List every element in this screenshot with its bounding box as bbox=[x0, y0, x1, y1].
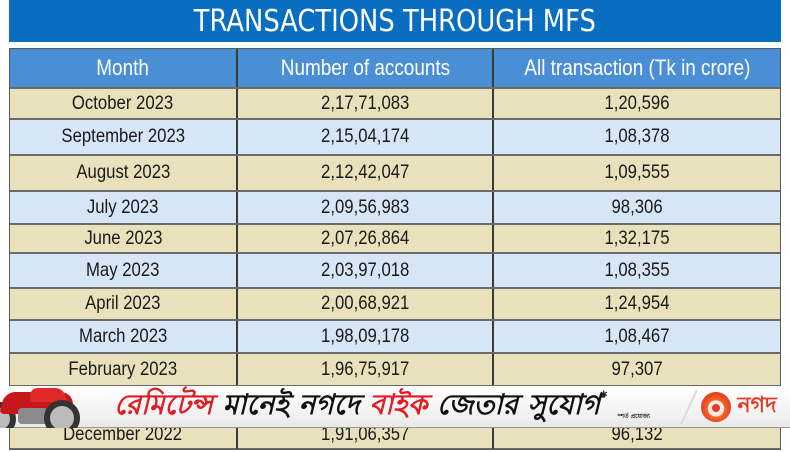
cell-month: April 2023 bbox=[10, 289, 238, 319]
cell-accounts: 2,09,56,983 bbox=[238, 192, 494, 223]
cell-transactions: 96,132 bbox=[611, 424, 663, 445]
table-row: September 2023 2,15,04,174 1,08,378 bbox=[10, 120, 780, 156]
cell-transactions: 1,08,378 bbox=[604, 126, 670, 147]
table-header-row: Month Number of accounts All transaction… bbox=[10, 49, 780, 89]
table-row: March 2023 1,98,09,178 1,08,467 bbox=[10, 321, 780, 354]
cell-accounts: 2,03,97,018 bbox=[238, 254, 494, 287]
table-row: April 2023 2,00,68,921 1,24,954 bbox=[10, 289, 780, 321]
table-row: October 2023 2,17,71,083 1,20,596 bbox=[10, 89, 780, 120]
chevron-divider-icon bbox=[662, 389, 698, 424]
ad-headline: রেমিটেন্স মানেই নগদে বাইক জেতার সুযোগ * … bbox=[90, 383, 660, 430]
cell-accounts: 2,12,42,047 bbox=[238, 156, 494, 190]
cell-transactions: 1,24,954 bbox=[604, 293, 670, 314]
header-accounts: Number of accounts bbox=[238, 49, 494, 87]
cell-transactions: 1,32,175 bbox=[604, 227, 670, 249]
cell-transactions: 1,08,355 bbox=[604, 259, 670, 281]
cell-accounts: 1,91,06,357 bbox=[238, 421, 494, 449]
nagad-brand: নগদ bbox=[660, 386, 790, 428]
cell-accounts: 2,15,04,174 bbox=[238, 120, 494, 154]
cell-transactions: 1,08,467 bbox=[604, 325, 670, 347]
table-row: May 2023 2,03,97,018 1,08,355 bbox=[10, 254, 780, 289]
cell-month: August 2023 bbox=[10, 156, 238, 190]
cell-accounts: 1,96,75,917 bbox=[238, 354, 494, 385]
cell-month: June 2023 bbox=[10, 225, 238, 252]
nagad-logo-icon bbox=[701, 391, 732, 422]
cell-transactions: 1,09,555 bbox=[604, 162, 670, 183]
cell-month: July 2023 bbox=[10, 192, 238, 223]
cell-accounts: 2,17,71,083 bbox=[238, 89, 494, 118]
header-transactions: All transaction (Tk in crore) bbox=[523, 55, 751, 80]
ad-fine-print: *শর্ত প্রযোজ্য bbox=[617, 413, 650, 420]
table-title-text: TRANSACTIONS THROUGH MFS bbox=[193, 3, 597, 39]
mfs-transactions-table: Month Number of accounts All transaction… bbox=[9, 48, 781, 450]
ad-asterisk: * bbox=[600, 389, 608, 405]
advertisement-banner[interactable]: রেমিটেন্স মানেই নগদে বাইক জেতার সুযোগ * … bbox=[0, 386, 790, 428]
ad-text-remittance: রেমিটেন্স bbox=[114, 388, 213, 421]
header-month: Month bbox=[10, 49, 238, 87]
cell-month: February 2023 bbox=[10, 354, 238, 385]
cell-transactions: 97,307 bbox=[611, 358, 663, 380]
cell-month: December 2022 bbox=[10, 421, 238, 449]
cell-accounts: 1,98,09,178 bbox=[238, 321, 494, 352]
motorcycle-image bbox=[0, 386, 90, 428]
cell-transactions: 1,20,596 bbox=[604, 92, 670, 114]
table-title: TRANSACTIONS THROUGH MFS bbox=[9, 0, 781, 42]
ad-text-chance-to-win: জেতার সুযোগ bbox=[427, 388, 601, 421]
ad-text-bike: বাইক bbox=[369, 388, 428, 421]
cell-month: May 2023 bbox=[10, 254, 238, 287]
cell-month: September 2023 bbox=[10, 120, 238, 154]
table-row: August 2023 2,12,42,047 1,09,555 bbox=[10, 156, 780, 192]
cell-month: October 2023 bbox=[10, 89, 238, 118]
cell-accounts: 2,07,26,864 bbox=[238, 225, 494, 252]
cell-accounts: 2,00,68,921 bbox=[238, 289, 494, 319]
table-row: July 2023 2,09,56,983 98,306 bbox=[10, 192, 780, 225]
table-row: February 2023 1,96,75,917 97,307 bbox=[10, 354, 780, 387]
table-row: June 2023 2,07,26,864 1,32,175 bbox=[10, 225, 780, 254]
brand-name: নগদ bbox=[737, 393, 777, 418]
cell-month: March 2023 bbox=[10, 321, 238, 352]
cell-transactions: 98,306 bbox=[611, 196, 663, 218]
ad-text-means-nagad: মানেই নগদে bbox=[212, 388, 370, 421]
